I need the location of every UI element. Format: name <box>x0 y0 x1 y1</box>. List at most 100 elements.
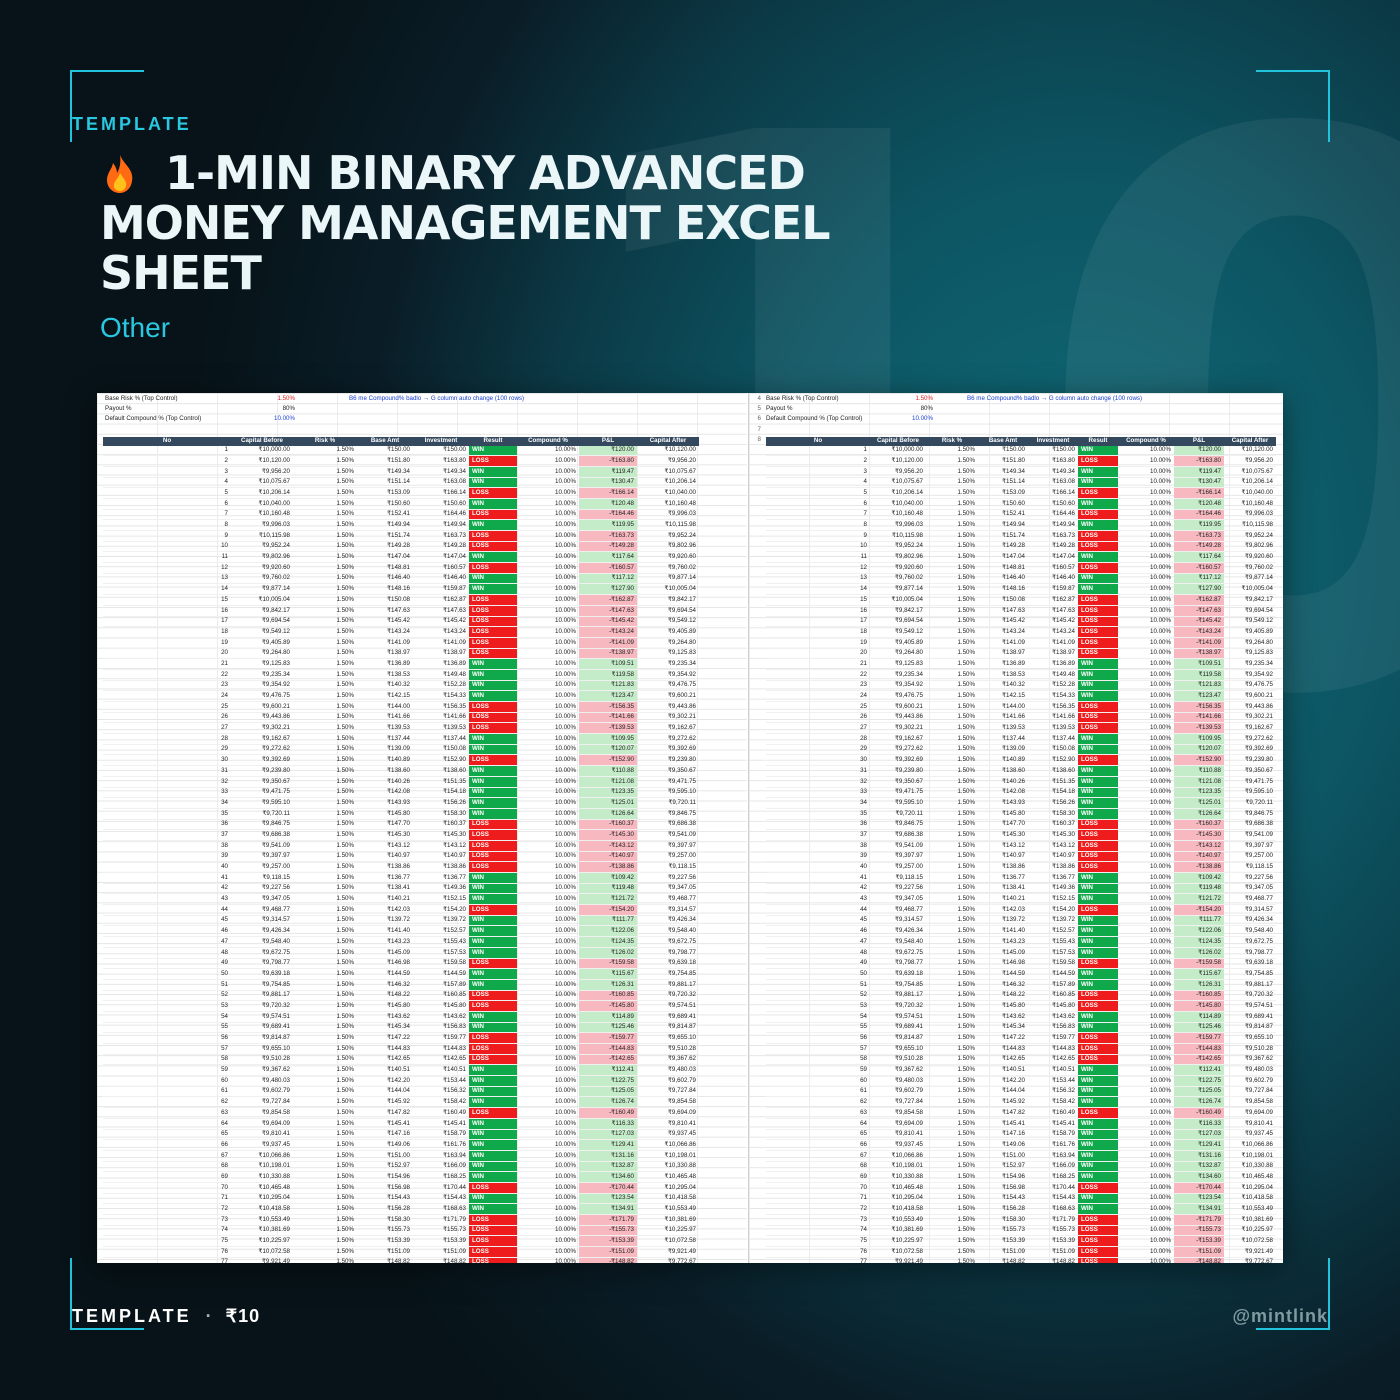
table-cell[interactable]: ₹152.90 <box>1028 754 1078 767</box>
table-cell[interactable]: ₹124.35 <box>1174 936 1224 948</box>
table-cell[interactable]: ₹158.30 <box>413 808 469 820</box>
table-cell[interactable]: LOSS <box>1078 754 1118 767</box>
table-cell[interactable]: LOSS <box>469 1000 517 1012</box>
table-cell[interactable]: 10.00% <box>517 1193 579 1205</box>
table-cell[interactable]: LOSS <box>469 509 517 521</box>
table-cell[interactable]: ₹152.90 <box>413 754 469 767</box>
table-cell[interactable]: 1.50% <box>293 1054 357 1066</box>
table-cell[interactable]: ₹117.64 <box>1174 551 1224 564</box>
table-cell[interactable]: 1.50% <box>293 787 357 799</box>
table-cell[interactable]: ₹140.51 <box>413 1064 469 1077</box>
table-cell[interactable]: ₹111.77 <box>1174 915 1224 927</box>
table-cell[interactable]: ₹9,471.75 <box>231 787 293 799</box>
table-cell[interactable]: ₹115.67 <box>1174 968 1224 980</box>
table-cell[interactable]: 10.00% <box>1118 776 1174 788</box>
table-cell[interactable]: LOSS <box>469 1246 517 1258</box>
table-cell[interactable]: ₹138.60 <box>357 765 413 777</box>
table-cell[interactable]: -₹139.53 <box>1174 722 1224 735</box>
table-cell[interactable]: ₹139.72 <box>1028 915 1078 927</box>
table-cell[interactable]: ₹149.28 <box>413 541 469 553</box>
table-cell[interactable]: ₹119.48 <box>579 883 637 895</box>
table-cell[interactable]: WIN <box>1078 1022 1118 1034</box>
table-cell[interactable]: ₹9,405.89 <box>231 637 293 649</box>
table-cell[interactable]: ₹10,330.88 <box>1224 1161 1276 1173</box>
table-cell[interactable]: 1.50% <box>926 744 978 756</box>
table-cell[interactable]: 1.50% <box>926 1011 978 1023</box>
table-cell[interactable]: ₹117.64 <box>579 551 637 564</box>
table-cell[interactable]: ₹9,272.62 <box>231 744 293 756</box>
table-cell[interactable]: ₹9,471.75 <box>1224 776 1276 788</box>
table-cell[interactable]: 1.50% <box>293 776 357 788</box>
table-cell[interactable]: WIN <box>469 466 517 478</box>
table-cell[interactable]: ₹143.23 <box>357 936 413 948</box>
table-cell[interactable]: 1.50% <box>926 861 978 873</box>
table-cell[interactable]: 1.50% <box>926 1246 978 1258</box>
table-cell[interactable]: ₹145.42 <box>357 616 413 628</box>
table-cell[interactable]: ₹158.79 <box>413 1129 469 1141</box>
table-cell[interactable]: WIN <box>469 1150 517 1162</box>
table-cell[interactable]: ₹10,330.88 <box>870 1171 926 1183</box>
table-cell[interactable]: LOSS <box>1078 509 1118 521</box>
table-cell[interactable]: -₹160.49 <box>579 1107 637 1119</box>
table-cell[interactable]: ₹164.46 <box>1028 509 1078 521</box>
table-cell[interactable]: ₹9,727.84 <box>1224 1086 1276 1098</box>
table-cell[interactable]: ₹120.07 <box>1174 744 1224 756</box>
table-cell[interactable]: LOSS <box>469 829 517 841</box>
table-cell[interactable]: ₹9,347.05 <box>870 893 926 906</box>
table-cell[interactable]: -₹155.73 <box>1174 1225 1224 1237</box>
table-cell[interactable]: ₹144.00 <box>357 701 413 713</box>
table-cell[interactable]: 43 <box>766 893 870 906</box>
table-cell[interactable]: ₹9,952.24 <box>231 541 293 553</box>
table-cell[interactable]: 1.50% <box>293 1203 357 1215</box>
table-cell[interactable]: ₹9,443.86 <box>870 712 926 724</box>
table-cell[interactable]: ₹114.89 <box>1174 1011 1224 1023</box>
table-cell[interactable]: 14 <box>103 583 231 596</box>
table-cell[interactable]: 10.00% <box>517 754 579 767</box>
table-cell[interactable]: 1.50% <box>293 690 357 702</box>
table-cell[interactable]: 10.00% <box>517 851 579 863</box>
table-cell[interactable]: ₹138.97 <box>1028 648 1078 660</box>
table-cell[interactable]: 1.50% <box>293 530 357 542</box>
table-cell[interactable]: 10.00% <box>517 455 579 467</box>
table-cell[interactable]: ₹10,072.58 <box>637 1235 699 1248</box>
table-cell[interactable]: ₹10,295.04 <box>231 1193 293 1205</box>
table-cell[interactable]: 27 <box>766 722 870 735</box>
table-cell[interactable]: 1.50% <box>926 477 978 489</box>
table-cell[interactable]: LOSS <box>469 637 517 649</box>
table-cell[interactable]: 24 <box>766 690 870 702</box>
table-cell[interactable]: 53 <box>103 1000 231 1012</box>
table-cell[interactable]: ₹151.80 <box>978 455 1028 467</box>
table-cell[interactable]: 63 <box>766 1107 870 1119</box>
table-cell[interactable]: 56 <box>766 1032 870 1044</box>
table-cell[interactable]: 62 <box>766 1096 870 1109</box>
table-cell[interactable]: -₹151.09 <box>1174 1246 1224 1258</box>
table-cell[interactable]: ₹9,314.57 <box>1224 904 1276 916</box>
table-cell[interactable]: ₹125.46 <box>1174 1022 1224 1034</box>
table-cell[interactable]: 44 <box>103 904 231 916</box>
table-cell[interactable]: ₹9,937.45 <box>1224 1129 1276 1141</box>
table-cell[interactable]: ₹10,553.49 <box>231 1214 293 1226</box>
table-cell[interactable]: ₹9,877.14 <box>1224 573 1276 585</box>
column-header[interactable]: Base Amt <box>357 437 413 446</box>
table-cell[interactable]: 64 <box>103 1118 231 1130</box>
table-cell[interactable]: ₹9,814.87 <box>1224 1022 1276 1034</box>
table-cell[interactable]: ₹9,426.34 <box>637 915 699 927</box>
table-cell[interactable]: 1.50% <box>926 551 978 564</box>
table-cell[interactable]: ₹9,468.77 <box>231 904 293 916</box>
table-cell[interactable]: 35 <box>103 808 231 820</box>
table-cell[interactable]: ₹10,295.04 <box>1224 1182 1276 1194</box>
table-cell[interactable]: 34 <box>103 797 231 809</box>
table-cell[interactable]: ₹9,686.38 <box>870 829 926 841</box>
table-cell[interactable]: 1.50% <box>293 1032 357 1044</box>
table-cell[interactable]: 10.00% <box>517 690 579 702</box>
table-cell[interactable]: ₹119.95 <box>579 519 637 531</box>
table-cell[interactable]: 1.50% <box>293 925 357 938</box>
table-cell[interactable]: ₹159.58 <box>413 958 469 970</box>
table-cell[interactable]: LOSS <box>469 990 517 1002</box>
table-cell[interactable]: WIN <box>469 1075 517 1087</box>
table-cell[interactable]: ₹138.86 <box>978 861 1028 873</box>
table-cell[interactable]: WIN <box>1078 1161 1118 1173</box>
table-cell[interactable]: ₹138.97 <box>357 648 413 660</box>
table-cell[interactable]: ₹9,541.09 <box>870 840 926 852</box>
table-cell[interactable]: ₹9,921.49 <box>637 1246 699 1258</box>
